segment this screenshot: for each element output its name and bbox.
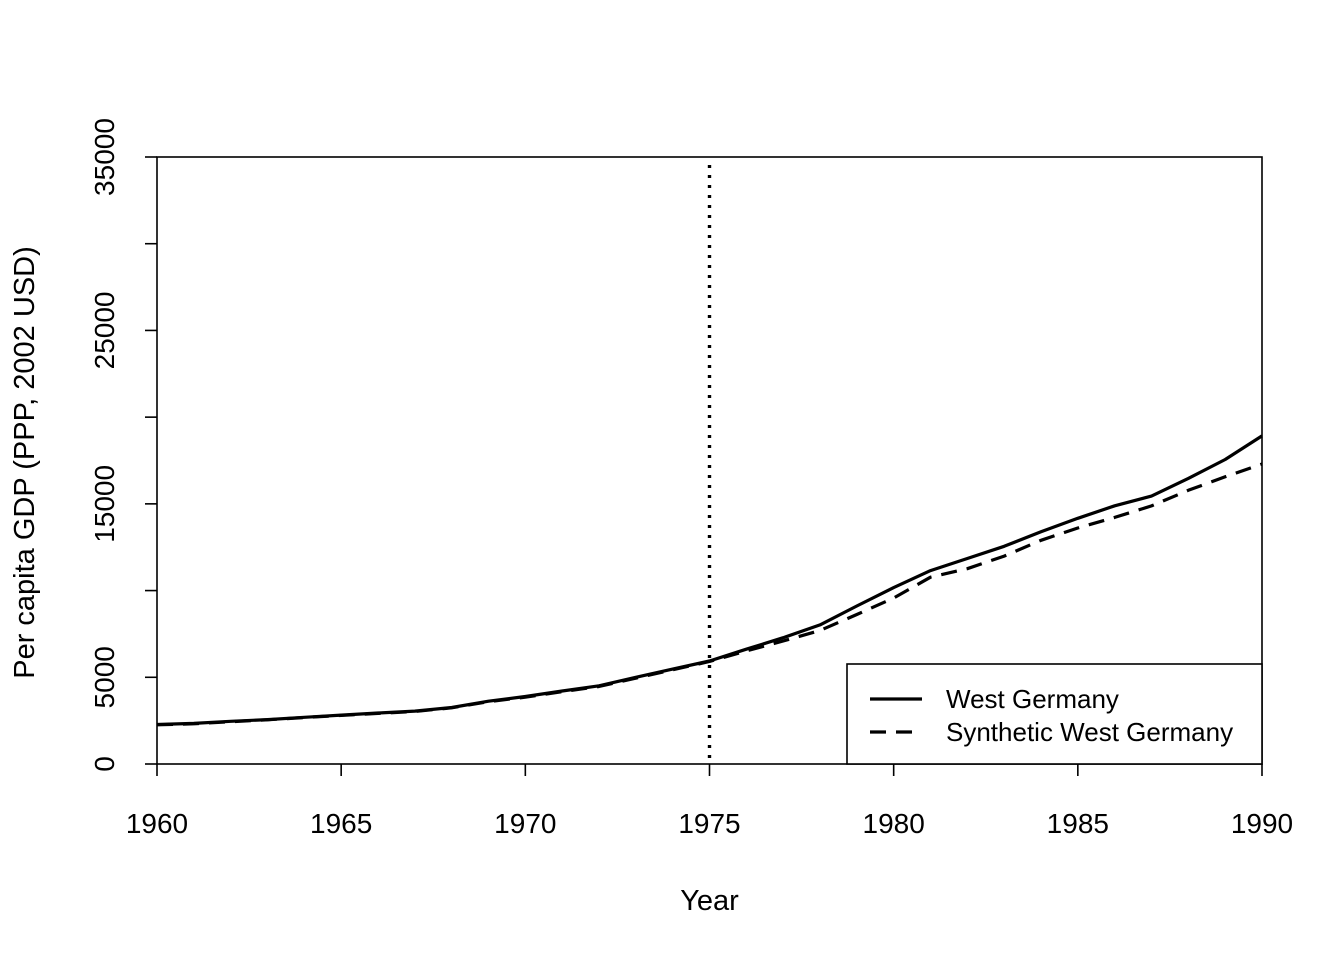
legend-label: Synthetic West Germany (946, 717, 1233, 747)
legend-label: West Germany (946, 684, 1119, 714)
y-tick-label: 0 (89, 756, 120, 772)
x-tick-label: 1990 (1231, 808, 1293, 839)
y-tick-label: 5000 (89, 646, 120, 708)
legend-box (846, 663, 1263, 765)
x-tick-label: 1960 (126, 808, 188, 839)
y-tick-label: 15000 (89, 465, 120, 543)
x-tick-label: 1970 (494, 808, 556, 839)
x-axis-title: Year (680, 885, 739, 917)
axes: 1960 1965 1970 1975 1980 1985 1990 0 5000 15000 25… (89, 118, 1293, 839)
y-axis-title: Per capita GDP (PPP, 2002 USD) (9, 246, 41, 679)
y-tick-label: 25000 (89, 291, 120, 369)
x-tick-label: 1980 (863, 808, 925, 839)
x-tick-label: 1985 (1047, 808, 1109, 839)
series-group (156, 434, 1263, 727)
x-tick-label: 1975 (678, 808, 740, 839)
series-line-synthetic-west-germany (156, 462, 1263, 727)
x-tick-label: 1965 (310, 808, 372, 839)
y-tick-label: 35000 (89, 118, 120, 196)
